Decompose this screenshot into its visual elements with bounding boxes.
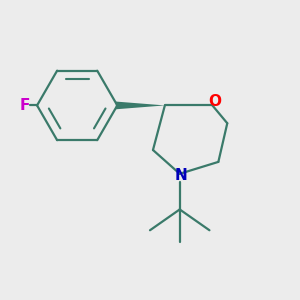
Text: O: O	[208, 94, 221, 110]
Polygon shape	[116, 102, 165, 109]
Text: N: N	[175, 168, 188, 183]
Text: F: F	[20, 98, 30, 113]
